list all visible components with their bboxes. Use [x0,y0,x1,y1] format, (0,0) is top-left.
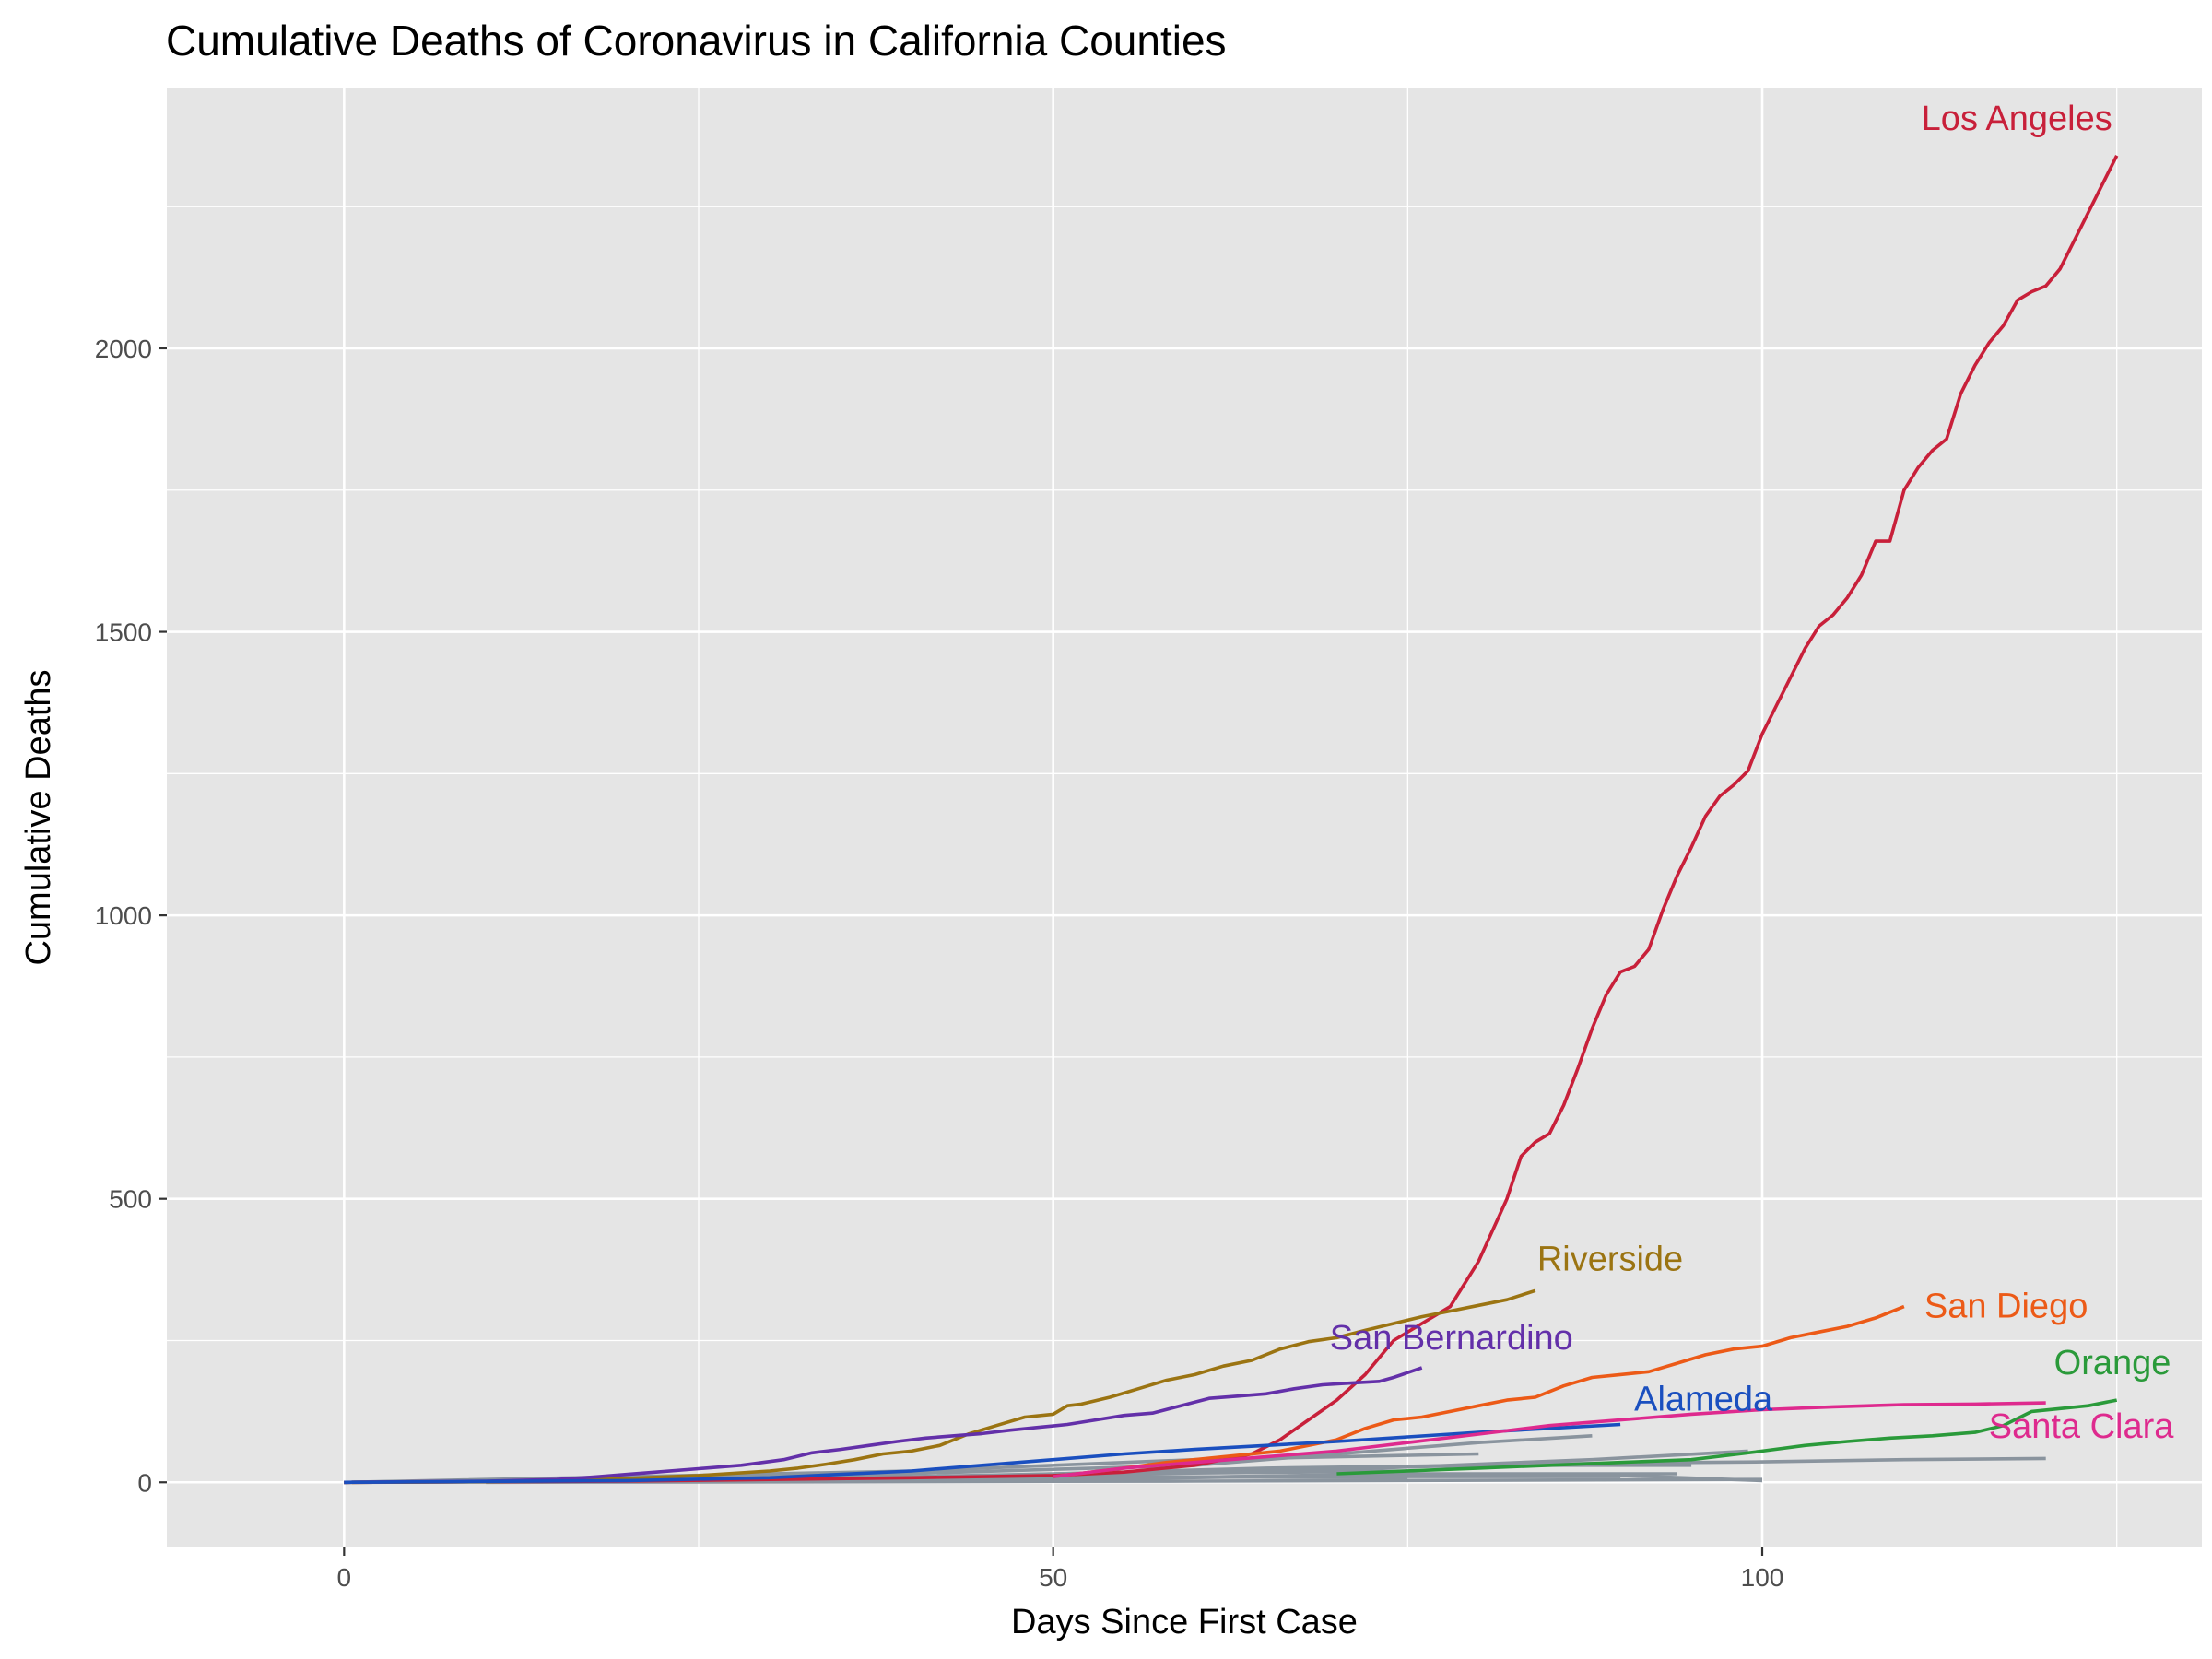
y-tick-label: 1000 [95,901,152,930]
series-line-orange [1336,1398,2118,1476]
series-label-riverside: Riverside [1537,1240,1683,1278]
series-label-los-angeles: Los Angeles [1922,100,2112,138]
other-county-line [486,1477,1763,1485]
series-label-santa-clara: Santa Clara [1989,1407,2175,1446]
series-lines [344,154,2119,1485]
series-line-los-angeles [344,154,2119,1485]
y-axis-title: Cumulative Deaths [19,669,58,965]
y-tick-label: 500 [109,1185,152,1214]
chart-title: Cumulative Deaths of Coronavirus in Cali… [166,17,1227,65]
series-line-san-bernardino [344,1366,1423,1485]
series-label-san-bernardino: San Bernardino [1330,1319,1573,1358]
x-tick-label: 50 [1039,1563,1067,1592]
series-label-alameda: Alameda [1634,1381,1773,1419]
series-label-san-diego: San Diego [1924,1288,2088,1326]
series-line-santa-clara [1053,1401,2046,1478]
x-axis-title: Days Since First Case [1011,1603,1358,1641]
series-line-san-diego [1053,1304,1905,1478]
minor-gridlines [167,88,2202,1547]
y-tick-label: 1500 [95,618,152,647]
x-tick-label: 100 [1741,1563,1784,1592]
series-labels: Los Angeles Riverside San Diego San Bernard… [1330,100,2175,1446]
series-line-alameda [344,1422,1621,1485]
series-label-orange: Orange [2054,1344,2171,1382]
plot-background [167,88,2202,1547]
other-county-line [344,1452,1479,1485]
series-line-riverside [344,1288,1536,1485]
x-tick-label: 0 [337,1563,352,1592]
y-tick-label: 2000 [95,335,152,363]
y-tick-label: 0 [137,1468,152,1497]
